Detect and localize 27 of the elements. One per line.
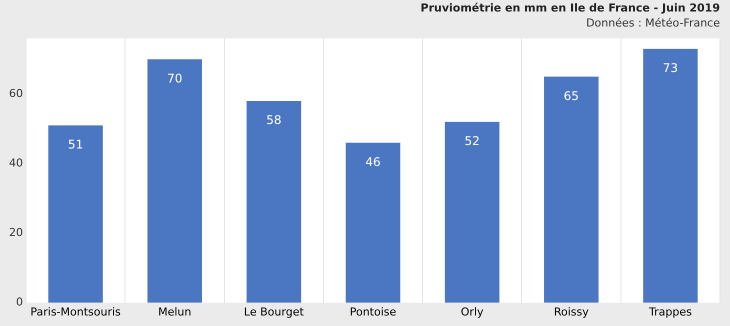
x-tick-label: Le Bourget (244, 305, 304, 318)
data-label: 58 (266, 113, 282, 128)
y-tick-label: 40 (8, 156, 23, 170)
data-label: 52 (464, 134, 480, 148)
bar (48, 125, 103, 303)
data-label: 73 (662, 60, 678, 75)
x-tick-label: Paris-Montsouris (30, 305, 122, 318)
chart-subtitle: Données : Météo-France (586, 16, 720, 30)
chart-title: Pruviométrie en mm en Ile de France - Juin 2019 (420, 1, 720, 14)
bar (246, 101, 302, 303)
x-tick-label: Orly (460, 305, 484, 318)
data-label: 70 (167, 71, 182, 86)
bar (544, 76, 599, 303)
bar (643, 48, 698, 303)
y-tick-label: 60 (8, 86, 23, 100)
bar (346, 142, 400, 303)
bar (444, 122, 500, 303)
x-tick-label: Pontoise (350, 305, 396, 318)
data-label: 46 (365, 154, 381, 169)
y-tick-label: 20 (8, 226, 23, 240)
data-label: 51 (68, 138, 84, 152)
x-tick-label: Roissy (554, 305, 590, 318)
bar (147, 59, 202, 303)
x-tick-label: Trappes (648, 305, 692, 318)
y-tick-label: 0 (16, 296, 23, 309)
x-tick-label: Melun (158, 305, 192, 318)
data-label: 65 (564, 88, 579, 103)
